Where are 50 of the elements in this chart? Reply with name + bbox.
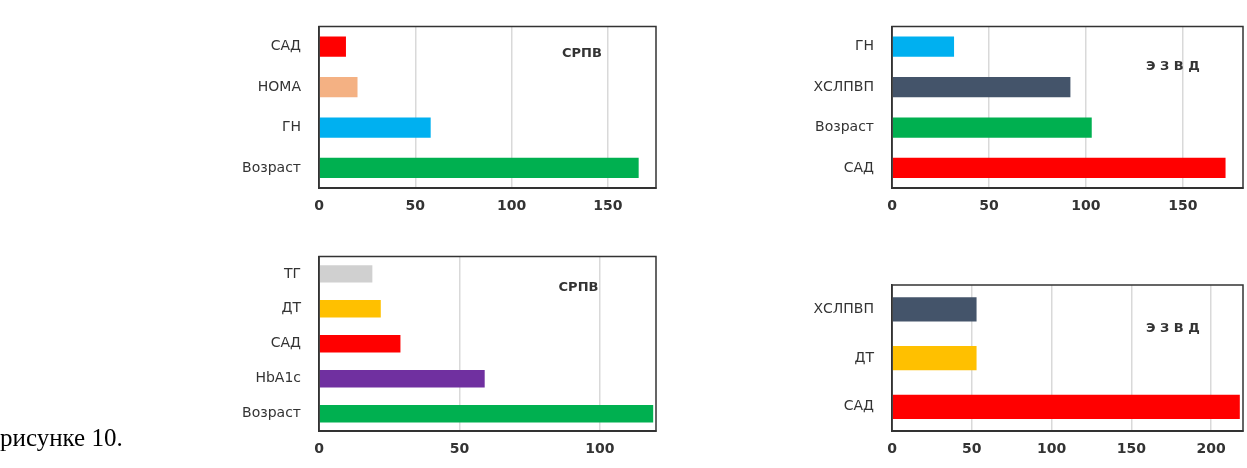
y-tick-label: Возраст xyxy=(242,158,301,175)
y-tick-label: ГН xyxy=(854,37,874,54)
bar xyxy=(319,335,401,353)
y-tick-label: САД xyxy=(843,158,875,175)
x-tick-label: 50 xyxy=(449,440,470,457)
y-tick-label: САД xyxy=(270,37,302,54)
y-tick-label: Возраст xyxy=(815,118,874,135)
bar xyxy=(319,117,431,138)
y-tick-label: HbA1c xyxy=(255,369,301,386)
bar xyxy=(319,157,639,179)
text: рисунке 10. xyxy=(0,424,123,452)
y-tick-label: Возраст xyxy=(242,404,301,421)
y-tick-label: ТГ xyxy=(282,264,301,281)
y-tick-label: ГН xyxy=(281,118,301,135)
x-tick-label: 150 xyxy=(1116,440,1147,457)
y-tick-label: САД xyxy=(270,334,302,351)
y-tick-label: HOMA xyxy=(257,77,302,94)
y-tick-label: САД xyxy=(843,397,875,414)
annotation: Э З В Д xyxy=(1145,320,1200,336)
bar xyxy=(319,265,373,283)
x-tick-label: 200 xyxy=(1196,440,1226,457)
bar xyxy=(319,76,358,98)
y-tick-label: ДТ xyxy=(281,299,302,316)
annotation: СРПВ xyxy=(558,279,599,295)
annotation: СРПВ xyxy=(561,45,602,61)
x-tick-label: 50 xyxy=(962,440,982,457)
x-tick-label: 50 xyxy=(979,197,999,214)
x-tick-label: 150 xyxy=(1168,197,1198,214)
bar xyxy=(319,36,346,57)
y-tick-label: ХСЛПВП xyxy=(813,77,874,94)
y-tick-label: ДТ xyxy=(854,348,875,365)
x-tick-label: 0 xyxy=(887,440,898,457)
x-tick-label: 100 xyxy=(1036,440,1067,457)
x-tick-label: 150 xyxy=(593,197,623,214)
bar xyxy=(319,370,485,388)
x-tick-label: 0 xyxy=(887,197,898,214)
annotation: Э З В Д xyxy=(1145,58,1200,74)
y-tick-label: ХСЛПВП xyxy=(813,300,874,317)
x-tick-label: 50 xyxy=(405,197,426,214)
x-tick-label: 0 xyxy=(314,197,325,214)
bar xyxy=(892,36,955,57)
bar xyxy=(892,157,1226,179)
x-tick-label: 100 xyxy=(585,440,615,457)
bar xyxy=(892,117,1092,138)
bar xyxy=(892,76,1071,98)
x-tick-label: 100 xyxy=(1071,197,1101,214)
bar xyxy=(319,300,381,318)
x-tick-label: 100 xyxy=(496,197,527,214)
bar xyxy=(319,404,654,423)
x-tick-label: 0 xyxy=(314,440,325,457)
